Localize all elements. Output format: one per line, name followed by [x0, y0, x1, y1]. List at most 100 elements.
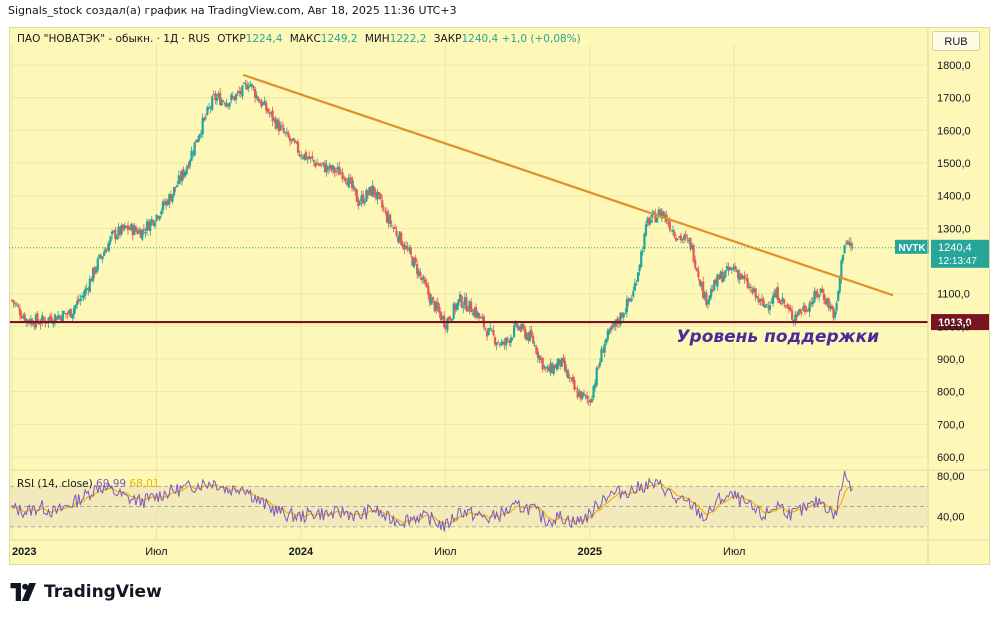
candle-body	[87, 288, 90, 291]
candle-body	[779, 303, 783, 305]
candle-body	[265, 102, 268, 111]
candle-body	[824, 299, 827, 305]
price-tick-label: 600,0	[937, 452, 965, 464]
candle-body	[238, 90, 241, 93]
candle-body	[325, 165, 328, 173]
currency-button[interactable]: RUB	[932, 31, 980, 51]
candle-body	[387, 214, 390, 224]
candle-body	[50, 317, 53, 323]
candle-body	[176, 185, 179, 187]
candle-body	[439, 312, 443, 321]
candle-body	[420, 277, 424, 281]
candle-body	[288, 138, 292, 142]
candle-body	[535, 346, 538, 354]
candle-body	[338, 166, 341, 176]
candle-body	[122, 224, 125, 230]
candle-body	[845, 243, 848, 245]
candle-body	[784, 305, 787, 307]
candle-body	[342, 176, 346, 178]
open-label: ОТКР	[217, 33, 246, 45]
candle-body	[169, 194, 172, 201]
candle-body	[611, 324, 614, 328]
support-price-label: 1013,0	[938, 317, 972, 329]
candle-body	[23, 314, 26, 322]
candle-body	[474, 307, 478, 317]
candle-body	[350, 177, 354, 189]
candle-body	[98, 254, 101, 259]
candle-body	[819, 288, 822, 293]
candle-body	[308, 155, 311, 160]
candle-body	[323, 163, 327, 173]
candle-body	[789, 307, 792, 312]
candle-body	[79, 298, 82, 301]
candle-body	[72, 308, 76, 315]
candle-body	[219, 93, 222, 106]
candle-body	[433, 301, 436, 312]
candle-body	[158, 215, 161, 220]
candle-body	[838, 277, 841, 292]
price-tick-label: 1500,0	[937, 158, 971, 170]
candle-body	[192, 153, 195, 155]
candle-body	[301, 157, 304, 159]
candle-body	[111, 231, 114, 235]
candle-body	[460, 295, 463, 308]
candle-body	[563, 360, 567, 371]
candle-body	[106, 248, 109, 251]
candle-body	[26, 319, 29, 322]
candle-body	[689, 237, 692, 249]
candle-body	[147, 222, 150, 231]
candle-body	[42, 317, 45, 320]
brand[interactable]: TradingView	[10, 582, 162, 602]
candle-body	[408, 248, 411, 251]
candle-body	[692, 245, 695, 262]
candle-body	[455, 303, 458, 310]
chart-area[interactable]	[9, 27, 990, 565]
candle-body	[172, 187, 176, 195]
candle-body	[640, 251, 643, 268]
candle-body	[662, 212, 665, 216]
price-tick-label: 1800,0	[937, 60, 971, 72]
candle-body	[468, 300, 471, 310]
candle-body	[506, 338, 509, 340]
candle-body	[768, 305, 771, 311]
open-value: 1224,4	[245, 33, 283, 45]
candle-body	[228, 102, 231, 107]
rsi-value: 69,99	[96, 478, 127, 490]
candle-body	[463, 297, 466, 306]
candle-body	[47, 317, 50, 323]
candle-body	[746, 278, 749, 288]
candle-body	[748, 286, 751, 288]
price-tick-label: 1400,0	[937, 191, 971, 203]
time-axis-label: 2024	[289, 546, 314, 558]
ticker-label: NVTK	[898, 243, 926, 254]
candle-body	[254, 88, 257, 99]
candle-body	[589, 399, 592, 403]
candle-body	[171, 194, 174, 202]
candle-body	[675, 237, 678, 241]
candle-body	[594, 383, 597, 389]
candle-body	[497, 342, 500, 344]
rsi-tick-label: 40,00	[937, 512, 965, 524]
candle-body	[528, 331, 532, 341]
candle-body	[767, 306, 770, 309]
candle-body	[374, 192, 377, 198]
candle-body	[671, 229, 675, 232]
candle-body	[215, 97, 219, 101]
candle-body	[759, 298, 762, 301]
candle-body	[644, 224, 648, 236]
candle-body	[622, 314, 625, 318]
candle-body	[188, 160, 192, 166]
candle-body	[312, 159, 315, 162]
candle-body	[714, 279, 717, 285]
candle-body	[749, 286, 752, 288]
candle-body	[571, 376, 574, 382]
candle-body	[226, 104, 230, 107]
candle-body	[846, 240, 849, 244]
candle-body	[473, 309, 476, 317]
candle-body	[814, 291, 818, 295]
candle-body	[570, 377, 573, 379]
chart-caption: Signals_stock создал(а) график на Tradin…	[8, 4, 457, 17]
candle-body	[120, 224, 123, 235]
candle-body	[601, 350, 605, 353]
